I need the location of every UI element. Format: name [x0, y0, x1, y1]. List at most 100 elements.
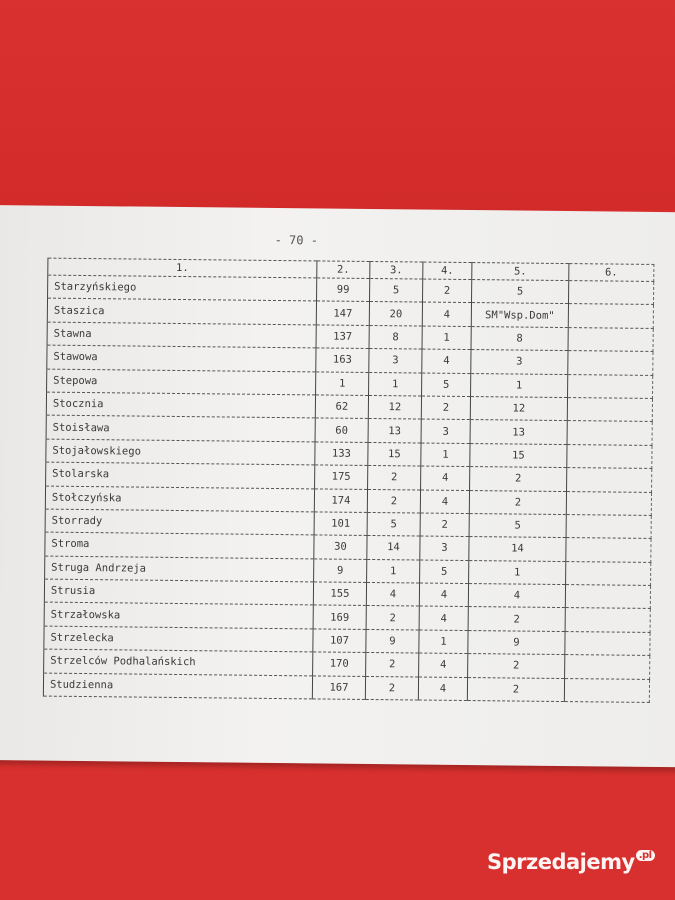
value-cell [568, 303, 654, 329]
value-cell [566, 467, 652, 492]
column-header: 6. [568, 263, 654, 282]
value-cell: 3 [470, 349, 569, 375]
value-cell [564, 631, 651, 656]
value-cell: 133 [314, 441, 369, 466]
column-header: 5. [471, 262, 569, 281]
watermark-suffix: .pl [635, 850, 655, 861]
value-cell: 1 [470, 373, 568, 398]
value-cell: 5 [367, 512, 421, 537]
value-cell [564, 654, 650, 680]
street-name-cell: Stepowa [46, 368, 316, 395]
value-cell: 62 [315, 394, 369, 419]
value-cell [568, 280, 654, 305]
document-page: - 70 - 1. 2. 3. 4. 5. 6. Starzyńskiego 99 5 2 5 St… [0, 205, 675, 768]
value-cell: 15 [469, 443, 568, 468]
street-name-cell: Stojałowskiego [45, 438, 316, 466]
value-cell: 1 [368, 372, 422, 396]
watermark-text: Sprzedajemy [487, 850, 635, 874]
value-cell: 13 [368, 418, 422, 443]
page-number: - 70 - [274, 232, 319, 248]
streets-table: 1. 2. 3. 4. 5. 6. Starzyńskiego 99 5 2 5 Staszica 1… [43, 258, 655, 703]
value-cell: 2 [469, 466, 567, 492]
value-cell [567, 350, 654, 376]
value-cell: 169 [313, 605, 367, 630]
value-cell: 12 [368, 395, 422, 420]
value-cell: 5 [469, 513, 567, 538]
street-name-cell: Storrady [45, 509, 315, 536]
value-cell: 3 [368, 348, 423, 373]
value-cell: 4 [418, 676, 468, 701]
value-cell: 1 [420, 442, 471, 467]
value-cell: 2 [468, 606, 566, 632]
value-cell: 20 [369, 301, 423, 326]
value-cell: 2 [467, 653, 565, 679]
value-cell: 4 [418, 653, 468, 678]
value-cell: 4 [420, 489, 470, 514]
value-cell: 147 [316, 301, 370, 326]
value-cell: 5 [419, 559, 469, 584]
value-cell: 2 [366, 605, 420, 630]
value-cell: 2 [367, 488, 421, 513]
value-cell: 163 [315, 348, 370, 373]
value-cell: 1 [468, 560, 566, 585]
value-cell: 5 [421, 372, 471, 397]
value-cell: 174 [314, 488, 368, 513]
value-cell: 15 [367, 442, 422, 467]
sprzedajemy-watermark: Sprzedajemy .pl [487, 850, 655, 874]
value-cell: 14 [468, 536, 567, 562]
value-cell: 175 [314, 465, 368, 489]
value-cell [567, 420, 653, 446]
value-cell: 5 [369, 278, 423, 303]
value-cell [568, 327, 654, 352]
value-cell [565, 561, 651, 586]
value-cell: 99 [316, 277, 370, 302]
value-cell: 101 [314, 511, 368, 536]
value-cell: 1 [315, 371, 369, 396]
value-cell: 2 [365, 652, 419, 677]
value-cell: 3 [419, 536, 470, 561]
value-cell: 2 [467, 677, 565, 702]
value-cell: 155 [313, 581, 367, 606]
value-cell: 9 [365, 629, 420, 654]
column-header: 4. [422, 262, 472, 280]
street-name-cell: Studzienna [43, 672, 313, 699]
value-cell: 4 [419, 606, 469, 631]
value-cell: 2 [420, 512, 470, 537]
value-cell: 2 [469, 490, 567, 515]
value-cell: 12 [470, 396, 568, 421]
table-row: Studzienna 167 2 4 2 [43, 672, 650, 703]
street-name-cell: Stołczyńska [45, 485, 315, 512]
value-cell [565, 584, 651, 609]
street-name-cell: Struga Andrzeja [44, 555, 314, 582]
value-cell [567, 374, 653, 399]
street-name-cell: Strusia [44, 579, 314, 606]
value-cell: 1 [366, 559, 420, 584]
value-cell: 1 [422, 325, 472, 350]
column-header: 3. [369, 261, 423, 280]
street-name-cell: Stocznia [46, 392, 316, 419]
value-cell: 9 [313, 558, 367, 583]
value-cell: 4 [421, 349, 472, 374]
value-cell [565, 537, 652, 563]
value-cell: 4 [366, 582, 420, 607]
value-cell: 2 [421, 395, 471, 420]
value-cell: 30 [313, 535, 368, 560]
value-cell: 2 [365, 676, 419, 701]
red-background [0, 0, 675, 210]
value-cell: 5 [471, 279, 569, 304]
street-name-cell: Staszica [47, 298, 317, 325]
street-name-cell: Strzelców Podhalańskich [43, 649, 313, 676]
value-cell: 170 [312, 652, 366, 677]
value-cell: 1 [418, 629, 469, 654]
street-name-cell: Stoisława [46, 415, 316, 442]
value-cell: 4 [468, 583, 566, 609]
value-cell: 9 [467, 630, 566, 655]
value-cell: 2 [367, 465, 421, 490]
value-cell [566, 514, 652, 539]
street-name-cell: Starzyńskiego [47, 275, 317, 302]
street-name-cell: Stolarska [45, 462, 315, 489]
street-name-cell: Stawowa [46, 345, 317, 372]
street-name-cell: Strzałowska [44, 602, 314, 629]
value-cell [566, 444, 653, 469]
column-header: 2. [316, 260, 370, 279]
